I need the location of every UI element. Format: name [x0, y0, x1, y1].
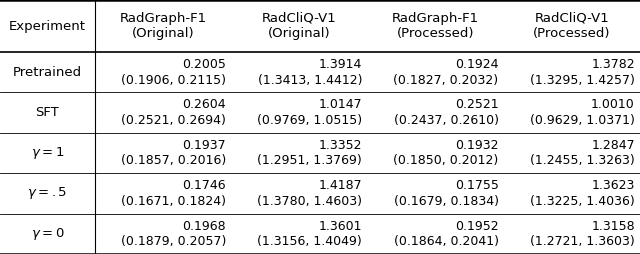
Text: SFT: SFT: [35, 106, 60, 119]
Text: 0.1968
(0.1879, 0.2057): 0.1968 (0.1879, 0.2057): [120, 219, 226, 248]
Text: 1.2847
(1.2455, 1.3263): 1.2847 (1.2455, 1.3263): [530, 139, 635, 167]
Text: 1.3914
(1.3413, 1.4412): 1.3914 (1.3413, 1.4412): [258, 58, 362, 87]
Text: 1.0010
(0.9629, 1.0371): 1.0010 (0.9629, 1.0371): [530, 98, 635, 127]
Text: 0.2005
(0.1906, 0.2115): 0.2005 (0.1906, 0.2115): [121, 58, 226, 87]
Text: 1.3601
(1.3156, 1.4049): 1.3601 (1.3156, 1.4049): [257, 219, 362, 248]
Text: 0.2521
(0.2437, 0.2610): 0.2521 (0.2437, 0.2610): [394, 98, 499, 127]
Text: 0.1937
(0.1857, 0.2016): 0.1937 (0.1857, 0.2016): [121, 139, 226, 167]
Text: 0.1746
(0.1671, 0.1824): 0.1746 (0.1671, 0.1824): [121, 179, 226, 208]
Text: 1.3352
(1.2951, 1.3769): 1.3352 (1.2951, 1.3769): [257, 139, 362, 167]
Text: RadGraph-F1
(Processed): RadGraph-F1 (Processed): [392, 12, 479, 40]
Text: 0.1755
(0.1679, 0.1834): 0.1755 (0.1679, 0.1834): [394, 179, 499, 208]
Text: 0.1932
(0.1850, 0.2012): 0.1932 (0.1850, 0.2012): [394, 139, 499, 167]
Text: 0.1952
(0.1864, 0.2041): 0.1952 (0.1864, 0.2041): [394, 219, 499, 248]
Text: 1.4187
(1.3780, 1.4603): 1.4187 (1.3780, 1.4603): [257, 179, 362, 208]
Text: 1.3782
(1.3295, 1.4257): 1.3782 (1.3295, 1.4257): [530, 58, 635, 87]
Text: 1.3623
(1.3225, 1.4036): 1.3623 (1.3225, 1.4036): [530, 179, 635, 208]
Text: Experiment: Experiment: [9, 20, 86, 33]
Text: 1.0147
(0.9769, 1.0515): 1.0147 (0.9769, 1.0515): [257, 98, 362, 127]
Text: $\gamma = 1$: $\gamma = 1$: [31, 145, 64, 161]
Text: $\gamma = .5$: $\gamma = .5$: [28, 185, 67, 201]
Text: 0.1924
(0.1827, 0.2032): 0.1924 (0.1827, 0.2032): [394, 58, 499, 87]
Text: RadCliQ-V1
(Processed): RadCliQ-V1 (Processed): [533, 12, 611, 40]
Text: 0.2604
(0.2521, 0.2694): 0.2604 (0.2521, 0.2694): [121, 98, 226, 127]
Text: Pretrained: Pretrained: [13, 66, 82, 79]
Text: $\gamma = 0$: $\gamma = 0$: [31, 226, 64, 242]
Text: 1.3158
(1.2721, 1.3603): 1.3158 (1.2721, 1.3603): [530, 219, 635, 248]
Text: RadGraph-F1
(Original): RadGraph-F1 (Original): [119, 12, 207, 40]
Text: RadCliQ-V1
(Original): RadCliQ-V1 (Original): [262, 12, 337, 40]
